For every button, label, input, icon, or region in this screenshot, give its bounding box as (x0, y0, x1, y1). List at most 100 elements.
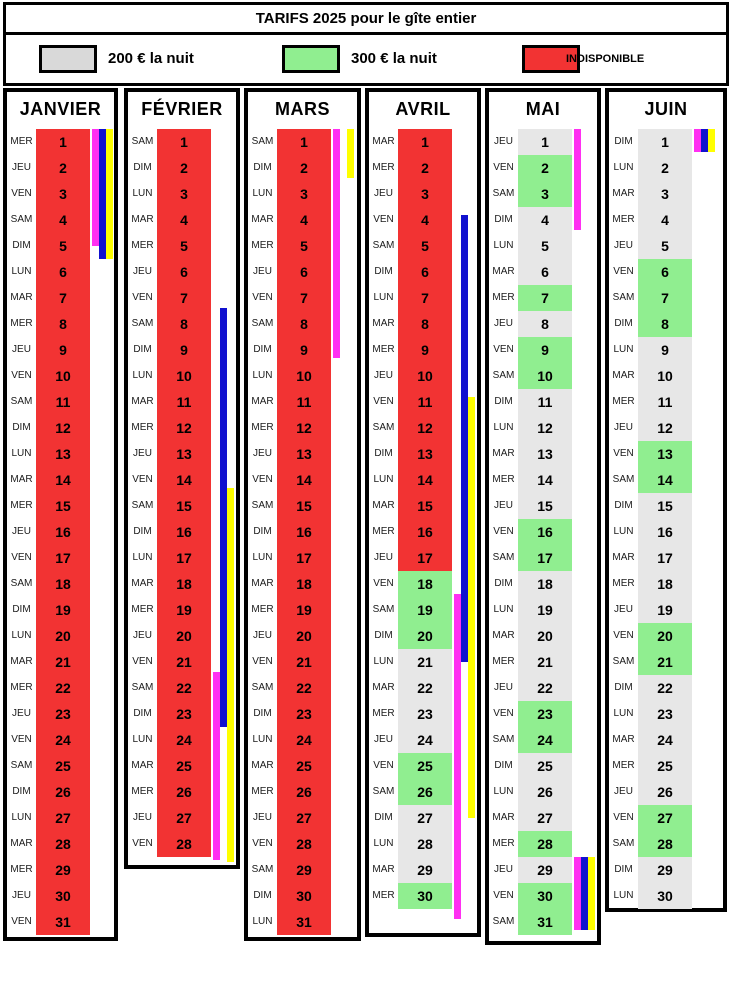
day-of-week-label: MAR (10, 656, 33, 667)
day-cell: 21 (518, 649, 572, 675)
day-of-week-label: JEU (614, 604, 633, 615)
day-cell: 22 (36, 675, 90, 701)
day-row: SAM 26 (369, 779, 477, 805)
day-row: VEN 17 (7, 545, 114, 571)
day-cell: 13 (277, 441, 331, 467)
day-of-week-label: JEU (133, 630, 152, 641)
day-row: VEN 3 (7, 181, 114, 207)
day-of-week-label: VEN (11, 552, 32, 563)
day-cell: 23 (638, 701, 692, 727)
day-cell: 19 (36, 597, 90, 623)
day-row: DIM 11 (489, 389, 597, 415)
day-cell: 16 (398, 519, 452, 545)
day-of-week-label: DIM (374, 812, 393, 823)
day-cell: 3 (398, 181, 452, 207)
day-cell: 8 (157, 311, 211, 337)
month-title: MAI (525, 99, 561, 119)
day-row: MER 4 (609, 207, 723, 233)
day-row: DIM 16 (248, 519, 357, 545)
day-of-week-label: JEU (133, 266, 152, 277)
day-cell: 22 (398, 675, 452, 701)
day-of-week-label: MER (251, 240, 274, 251)
day-cell: 14 (157, 467, 211, 493)
month-title: JUIN (644, 99, 688, 119)
day-of-week-label: DIM (253, 162, 272, 173)
month-title: FÉVRIER (141, 99, 223, 119)
day-row: DIM 1 (609, 129, 723, 155)
day-row: LUN 17 (248, 545, 357, 571)
day-of-week-label: SAM (10, 578, 33, 589)
day-cell: 21 (638, 649, 692, 675)
day-row: VEN 9 (489, 337, 597, 363)
day-cell: 19 (277, 597, 331, 623)
day-cell: 31 (277, 909, 331, 935)
day-of-week-label: DIM (12, 422, 31, 433)
day-row: SAM 5 (369, 233, 477, 259)
day-row: SAM 10 (489, 363, 597, 389)
day-cell: 30 (398, 883, 452, 909)
day-cell: 12 (36, 415, 90, 441)
day-row: VEN 27 (609, 805, 723, 831)
day-of-week-label: MAR (131, 396, 154, 407)
day-of-week-label: MER (372, 708, 395, 719)
day-cell: 20 (157, 623, 211, 649)
day-row: MER 8 (7, 311, 114, 337)
day-of-week-label: LUN (613, 526, 634, 537)
day-cell: 9 (518, 337, 572, 363)
day-of-week-label: LUN (613, 708, 634, 719)
day-row: DIM 12 (7, 415, 114, 441)
day-row: MER 22 (7, 675, 114, 701)
day-row: SAM 24 (489, 727, 597, 753)
day-row: DIM 29 (609, 857, 723, 883)
day-row: MER 12 (128, 415, 236, 441)
day-cell: 8 (398, 311, 452, 337)
day-row: SAM 18 (7, 571, 114, 597)
day-row: JEU 16 (7, 519, 114, 545)
day-cell: 20 (277, 623, 331, 649)
day-row: MAR 7 (7, 285, 114, 311)
day-row: MAR 18 (128, 571, 236, 597)
day-of-week-label: MER (131, 422, 154, 433)
day-row: LUN 9 (609, 337, 723, 363)
holiday-stripe-magenta (92, 129, 99, 246)
day-row: JEU 23 (7, 701, 114, 727)
holiday-stripe-magenta (694, 129, 701, 153)
day-of-week-label: MER (612, 760, 635, 771)
day-row: JEU 15 (489, 493, 597, 519)
day-of-week-label: VEN (613, 630, 634, 641)
day-of-week-label: LUN (132, 734, 153, 745)
day-cell: 3 (36, 181, 90, 207)
day-of-week-label: MAR (492, 812, 515, 823)
holiday-stripe-yellow (708, 129, 715, 153)
day-of-week-label: SAM (131, 682, 154, 693)
day-cell: 2 (518, 155, 572, 181)
day-row: MER 15 (7, 493, 114, 519)
day-row: DIM 4 (489, 207, 597, 233)
day-cell: 16 (157, 519, 211, 545)
day-of-week-label: DIM (614, 136, 633, 147)
day-row: SAM 4 (7, 207, 114, 233)
day-row: JEU 3 (369, 181, 477, 207)
day-of-week-label: SAM (372, 604, 395, 615)
day-cell: 27 (398, 805, 452, 831)
day-cell: 18 (36, 571, 90, 597)
day-row: DIM 2 (128, 155, 236, 181)
day-of-week-label: VEN (132, 838, 153, 849)
holiday-stripe-blue (220, 308, 227, 727)
day-row: MAR 25 (128, 753, 236, 779)
day-of-week-label: MAR (10, 838, 33, 849)
day-of-week-label: MER (492, 656, 515, 667)
day-cell: 5 (518, 233, 572, 259)
day-cell: 29 (36, 857, 90, 883)
day-cell: 1 (398, 129, 452, 155)
day-row: JEU 24 (369, 727, 477, 753)
day-of-week-label: VEN (373, 578, 394, 589)
holiday-stripe-yellow (106, 129, 113, 259)
day-of-week-label: LUN (11, 812, 32, 823)
day-row: DIM 20 (369, 623, 477, 649)
day-of-week-label: MER (372, 526, 395, 537)
day-of-week-label: VEN (493, 162, 514, 173)
day-cell: 12 (518, 415, 572, 441)
day-of-week-label: MER (372, 890, 395, 901)
day-cell: 8 (518, 311, 572, 337)
